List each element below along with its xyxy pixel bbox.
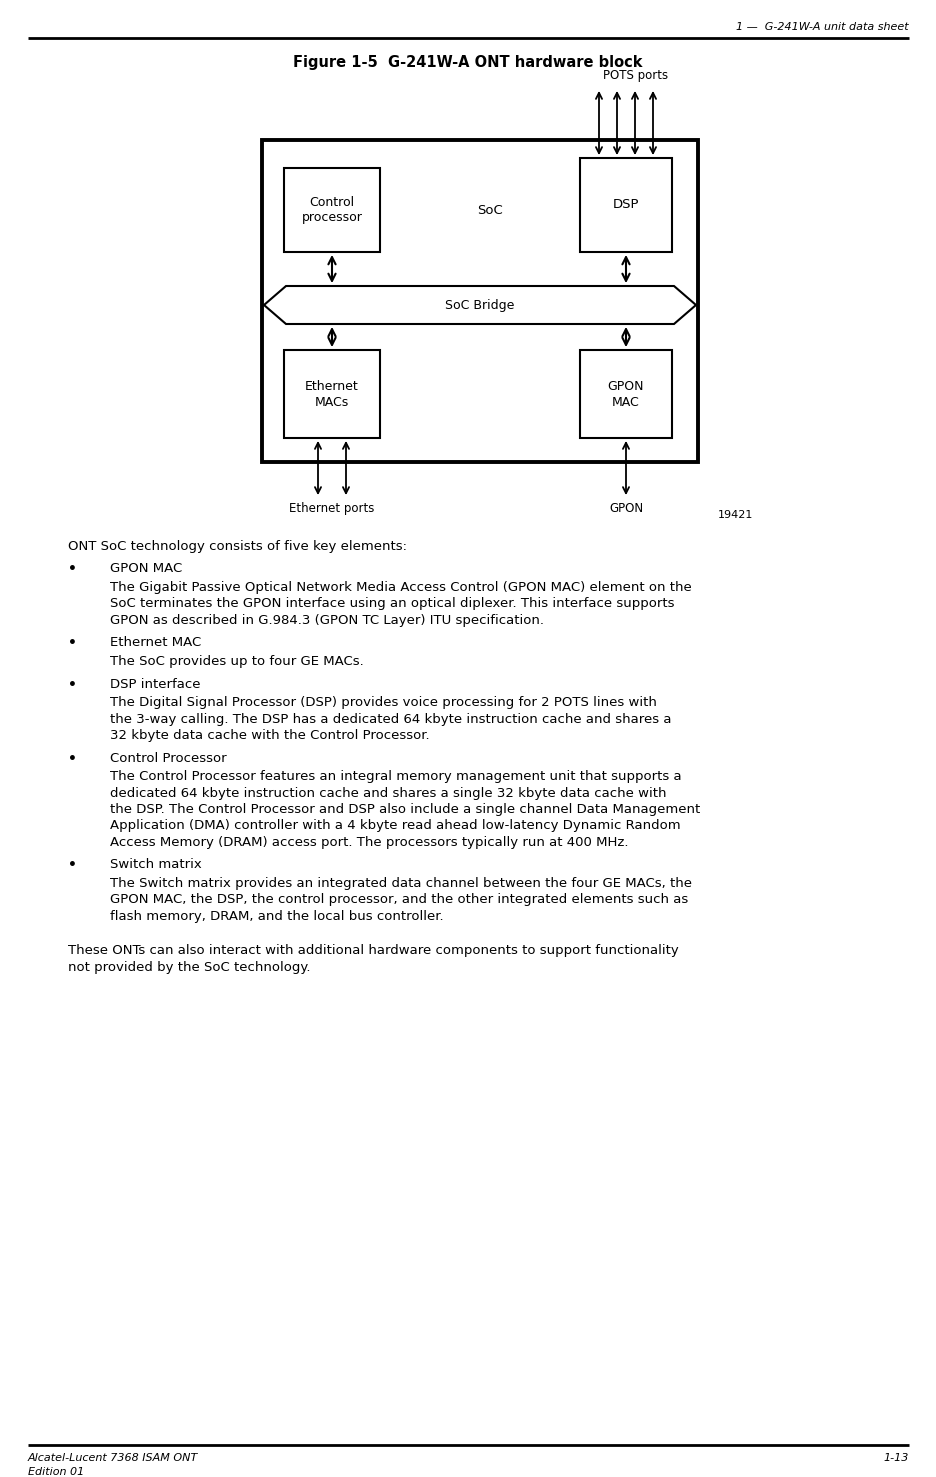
Text: SoC Bridge: SoC Bridge (445, 298, 514, 312)
Bar (262, 140, 697, 462)
Text: ONT SoC technology consists of five key elements:: ONT SoC technology consists of five key … (68, 541, 406, 552)
Text: Figure 1-5  G-241W-A ONT hardware block: Figure 1-5 G-241W-A ONT hardware block (293, 55, 642, 69)
Text: the DSP. The Control Processor and DSP also include a single channel Data Manage: the DSP. The Control Processor and DSP a… (110, 803, 699, 815)
Text: Ethernet ports: Ethernet ports (289, 502, 374, 515)
Text: 19421: 19421 (717, 510, 753, 520)
Bar (579, 158, 671, 253)
Text: Control
processor: Control processor (301, 195, 362, 225)
Text: GPON
MAC: GPON MAC (607, 380, 644, 409)
Text: DSP interface: DSP interface (110, 678, 200, 691)
Text: •: • (68, 563, 77, 576)
Text: Alcatel-Lucent 7368 ISAM ONT: Alcatel-Lucent 7368 ISAM ONT (28, 1453, 198, 1464)
Text: The Control Processor features an integral memory management unit that supports : The Control Processor features an integr… (110, 770, 680, 783)
Text: the 3-way calling. The DSP has a dedicated 64 kbyte instruction cache and shares: the 3-way calling. The DSP has a dedicat… (110, 712, 671, 725)
Text: Switch matrix: Switch matrix (110, 858, 201, 871)
Text: •: • (68, 637, 77, 650)
Text: 1 —  G-241W-A unit data sheet: 1 — G-241W-A unit data sheet (736, 22, 908, 32)
Text: dedicated 64 kbyte instruction cache and shares a single 32 kbyte data cache wit: dedicated 64 kbyte instruction cache and… (110, 786, 665, 799)
Text: Edition 01: Edition 01 (28, 1467, 84, 1477)
Text: •: • (68, 858, 77, 873)
Bar (284, 168, 380, 253)
Text: •: • (68, 678, 77, 691)
Text: GPON as described in G.984.3 (GPON TC Layer) ITU specification.: GPON as described in G.984.3 (GPON TC La… (110, 614, 544, 628)
Polygon shape (264, 287, 695, 323)
Text: flash memory, DRAM, and the local bus controller.: flash memory, DRAM, and the local bus co… (110, 910, 443, 923)
Text: Access Memory (DRAM) access port. The processors typically run at 400 MHz.: Access Memory (DRAM) access port. The pr… (110, 836, 628, 849)
Text: Ethernet
MACs: Ethernet MACs (305, 380, 358, 409)
Text: The Switch matrix provides an integrated data channel between the four GE MACs, : The Switch matrix provides an integrated… (110, 877, 692, 891)
Text: The Gigabit Passive Optical Network Media Access Control (GPON MAC) element on t: The Gigabit Passive Optical Network Medi… (110, 580, 691, 594)
Text: SoC: SoC (476, 204, 503, 217)
Text: The Digital Signal Processor (DSP) provides voice processing for 2 POTS lines wi: The Digital Signal Processor (DSP) provi… (110, 696, 656, 709)
Text: GPON MAC: GPON MAC (110, 563, 183, 576)
Text: Ethernet MAC: Ethernet MAC (110, 637, 201, 650)
Text: not provided by the SoC technology.: not provided by the SoC technology. (68, 960, 310, 973)
Text: 1-13: 1-13 (883, 1453, 908, 1464)
Bar (579, 350, 671, 439)
Text: SoC terminates the GPON interface using an optical diplexer. This interface supp: SoC terminates the GPON interface using … (110, 598, 674, 610)
Text: 32 kbyte data cache with the Control Processor.: 32 kbyte data cache with the Control Pro… (110, 730, 430, 741)
Text: •: • (68, 752, 77, 765)
Text: POTS ports: POTS ports (603, 69, 668, 83)
Text: Control Processor: Control Processor (110, 752, 227, 765)
Text: DSP: DSP (612, 198, 638, 211)
Bar (284, 350, 380, 439)
Text: The SoC provides up to four GE MACs.: The SoC provides up to four GE MACs. (110, 654, 363, 668)
Text: Application (DMA) controller with a 4 kbyte read ahead low-latency Dynamic Rando: Application (DMA) controller with a 4 kb… (110, 820, 680, 833)
Text: These ONTs can also interact with additional hardware components to support func: These ONTs can also interact with additi… (68, 944, 678, 957)
Text: GPON MAC, the DSP, the control processor, and the other integrated elements such: GPON MAC, the DSP, the control processor… (110, 894, 688, 907)
Text: GPON: GPON (608, 502, 642, 515)
